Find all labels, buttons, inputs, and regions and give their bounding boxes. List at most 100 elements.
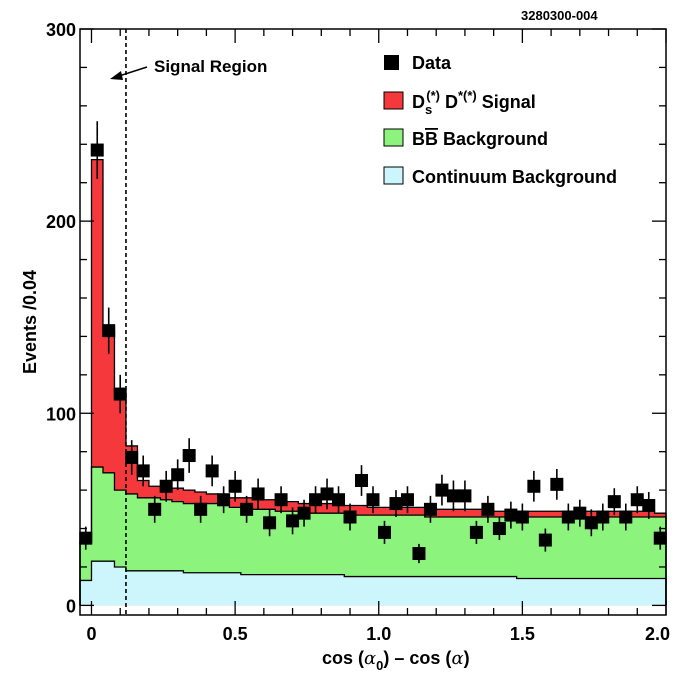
- data-marker: [389, 497, 403, 511]
- series-fill-continuum-background: [80, 561, 666, 606]
- data-marker: [332, 493, 346, 507]
- data-point: [136, 455, 150, 487]
- data-point: [194, 495, 208, 523]
- x-tick-label: 1.0: [366, 624, 391, 644]
- data-point: [653, 526, 667, 550]
- data-marker: [550, 477, 564, 491]
- data-point: [217, 486, 231, 514]
- data-point: [596, 503, 610, 531]
- data-marker: [412, 547, 426, 561]
- data-point: [159, 470, 173, 502]
- y-axis-title: Events /0.04: [20, 270, 40, 374]
- data-marker: [217, 493, 231, 507]
- data-point: [400, 486, 414, 514]
- data-marker: [400, 493, 414, 507]
- data-point: [171, 459, 185, 491]
- data-point: [642, 492, 656, 519]
- legend-signal-swatch: [383, 91, 404, 110]
- plot-frame: [79, 28, 667, 616]
- data-points: [79, 121, 667, 564]
- data-point: [561, 503, 575, 531]
- signal-region-label: Signal Region: [154, 57, 267, 76]
- data-point: [538, 528, 552, 552]
- data-point: [550, 468, 564, 500]
- data-point: [377, 520, 391, 544]
- data-marker: [584, 516, 598, 530]
- data-point: [412, 543, 426, 564]
- data-marker: [469, 525, 483, 539]
- data-marker: [355, 474, 369, 488]
- legend-bb-label: BB Background: [412, 129, 548, 149]
- plot-id-label: 3280300-004: [521, 8, 598, 23]
- data-marker: [205, 464, 219, 478]
- signal-region-annotation: Signal Region: [110, 57, 267, 80]
- data-marker: [446, 489, 460, 503]
- data-marker: [596, 510, 610, 524]
- data-marker: [320, 487, 334, 501]
- data-marker: [90, 143, 104, 157]
- data-point: [148, 495, 162, 523]
- x-axis-title: cos (α0) – cos (α): [322, 648, 470, 673]
- legend: Data Ds(*) D*(*) Signal BB Background Co…: [383, 53, 617, 187]
- data-point: [274, 486, 288, 514]
- data-marker: [297, 506, 311, 520]
- data-point: [630, 486, 644, 514]
- data-marker: [527, 479, 541, 493]
- data-marker: [492, 522, 506, 536]
- legend-bb-swatch: [383, 128, 404, 147]
- y-tick-label: 300: [46, 20, 76, 40]
- data-marker: [148, 502, 162, 516]
- data-marker: [113, 387, 127, 401]
- data-point: [79, 526, 93, 550]
- data-point: [332, 486, 346, 514]
- y-tick-label: 200: [46, 212, 76, 232]
- data-marker: [538, 533, 552, 547]
- x-tick-label: 1.5: [510, 624, 535, 644]
- y-tick-label: 100: [46, 404, 76, 424]
- data-marker: [251, 487, 265, 501]
- data-point: [309, 486, 323, 514]
- data-point: [584, 509, 598, 537]
- data-point: [504, 501, 518, 529]
- data-marker: [573, 506, 587, 520]
- y-tick-labels: 0 100 200 300: [46, 20, 76, 616]
- axis-ticks: [80, 28, 667, 615]
- legend-continuum-swatch: [383, 166, 404, 185]
- data-marker: [515, 510, 529, 524]
- data-marker: [423, 502, 437, 516]
- data-point: [619, 503, 633, 531]
- data-point: [492, 517, 506, 541]
- data-point: [481, 495, 495, 523]
- data-point: [182, 438, 196, 473]
- data-point: [240, 495, 254, 523]
- data-marker: [619, 510, 633, 524]
- legend-continuum-label: Continuum Background: [412, 167, 617, 187]
- data-point: [286, 507, 300, 535]
- series-fill-b-b-background: [80, 467, 666, 606]
- data-point: [366, 486, 380, 514]
- data-point: [320, 478, 334, 510]
- data-marker: [228, 479, 242, 493]
- x-tick-label: 2.0: [645, 624, 670, 644]
- data-point: [263, 509, 277, 537]
- data-marker: [274, 493, 288, 507]
- data-marker: [481, 502, 495, 516]
- data-marker: [125, 450, 139, 464]
- data-point: [527, 470, 541, 502]
- legend-signal-label: Ds(*) D*(*) Signal: [412, 88, 536, 117]
- data-marker: [653, 531, 667, 545]
- data-marker: [194, 502, 208, 516]
- data-point: [423, 495, 437, 523]
- data-point: [607, 488, 621, 516]
- data-point: [113, 374, 127, 414]
- data-marker: [561, 510, 575, 524]
- data-marker: [458, 489, 472, 503]
- x-tick-label: 0.5: [223, 624, 248, 644]
- data-marker: [309, 493, 323, 507]
- data-marker: [343, 510, 357, 524]
- data-point: [125, 440, 139, 475]
- legend-data-label: Data: [412, 53, 452, 73]
- data-marker: [504, 508, 518, 522]
- data-marker: [136, 464, 150, 478]
- data-point: [90, 121, 104, 179]
